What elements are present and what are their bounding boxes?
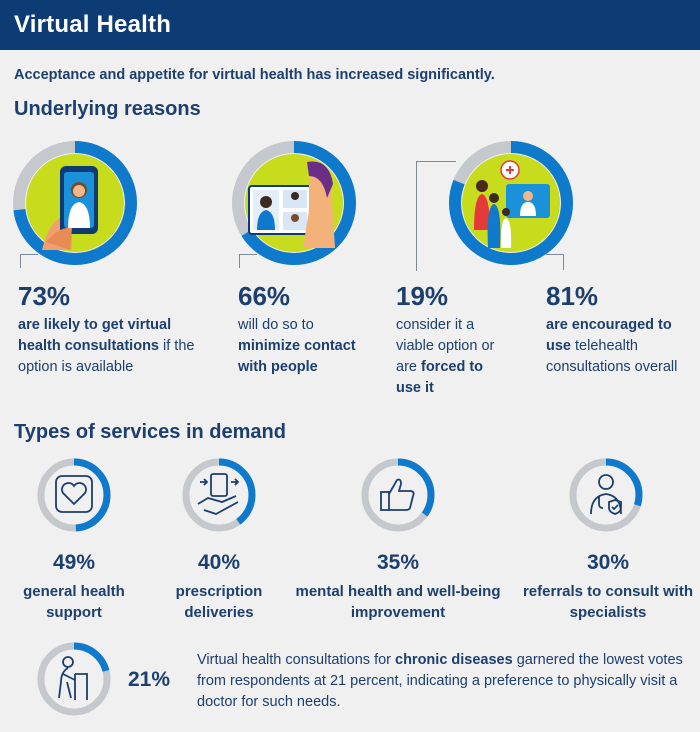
page-title: Virtual Health (14, 11, 172, 38)
reason-2-ring (232, 141, 356, 265)
footer-percent: 21% (128, 668, 171, 691)
reason-4-percent: 81% (546, 281, 599, 311)
service-3-ring (361, 458, 435, 532)
footer-text-post: garnered the lowest votes from responden… (197, 652, 683, 710)
reason-3-connector (416, 161, 456, 271)
prescription-hand-icon (197, 473, 240, 515)
reason-stat-2: 66% will do so to minimize contact with … (238, 281, 378, 378)
reason-4-rest: telehealth consultations overall (546, 338, 678, 375)
footer-text-pre: Virtual health consultations for (197, 652, 396, 668)
family-telehealth-icon (474, 160, 550, 248)
reason-1-rest: if the option is available (18, 338, 195, 375)
service-4-percent: 30% (586, 551, 630, 574)
reason-3-percent: 19% (396, 281, 449, 311)
reason-3-bold: forced to use it (396, 359, 484, 396)
reason-1-percent: 73% (18, 281, 71, 311)
service-2-ring (182, 458, 256, 532)
reason-1-connector (20, 254, 38, 268)
header-banner: Virtual Health (0, 0, 700, 50)
video-call-icon (248, 161, 335, 248)
service-1-ring (37, 458, 111, 532)
heart-icon (55, 475, 93, 513)
reason-stat-3: 19% consider it a viable option or are f… (396, 281, 508, 399)
intro-text: Acceptance and appetite for virtual heal… (14, 67, 495, 83)
reason-3-ring (449, 141, 573, 265)
reason-stat-4: 81% are encouraged to use telehealth con… (546, 281, 686, 378)
service-2-percent: 40% (197, 551, 241, 574)
service-stat-1: 49% general health support (0, 551, 148, 623)
reasons-section-title: Underlying reasons (14, 98, 201, 120)
elderly-walker-icon (58, 656, 88, 700)
reason-4-bold: are encouraged to use (546, 317, 672, 354)
reason-2-percent: 66% (238, 281, 291, 311)
footer-ring (37, 642, 111, 716)
thumbs-up-icon (380, 478, 415, 511)
reason-4-connector (546, 254, 564, 270)
service-2-label: prescription deliveries (175, 583, 263, 621)
reason-2-pre: will do so to (238, 317, 314, 333)
service-4-label: referrals to consult with specialists (522, 583, 694, 621)
reason-1-ring (13, 141, 137, 265)
service-1-label: general health support (23, 583, 125, 621)
specialist-doctor-icon (590, 474, 622, 515)
reason-3-pre: consider it a viable option or are (396, 317, 495, 375)
reason-stat-1: 73% are likely to get virtual health con… (18, 281, 208, 378)
service-3-label: mental health and well-being improvement (295, 583, 501, 621)
service-4-ring (569, 458, 643, 532)
service-stat-3: 35% mental health and well-being improve… (295, 551, 501, 623)
services-section-title: Types of services in demand (14, 421, 286, 443)
service-stat-2: 40% prescription deliveries (158, 551, 280, 623)
service-3-percent: 35% (376, 551, 420, 574)
reason-2-bold: minimize contact with people (238, 338, 356, 375)
footer-text: Virtual health consultations for chronic… (197, 650, 687, 713)
reason-2-connector (239, 254, 257, 268)
doctor-phone-icon (42, 166, 98, 250)
service-1-percent: 49% (52, 551, 96, 574)
reason-1-bold: are likely to get virtual health consult… (18, 317, 172, 354)
service-stat-4: 30% referrals to consult with specialist… (520, 551, 696, 623)
footer-text-bold: chronic diseases (395, 652, 513, 668)
